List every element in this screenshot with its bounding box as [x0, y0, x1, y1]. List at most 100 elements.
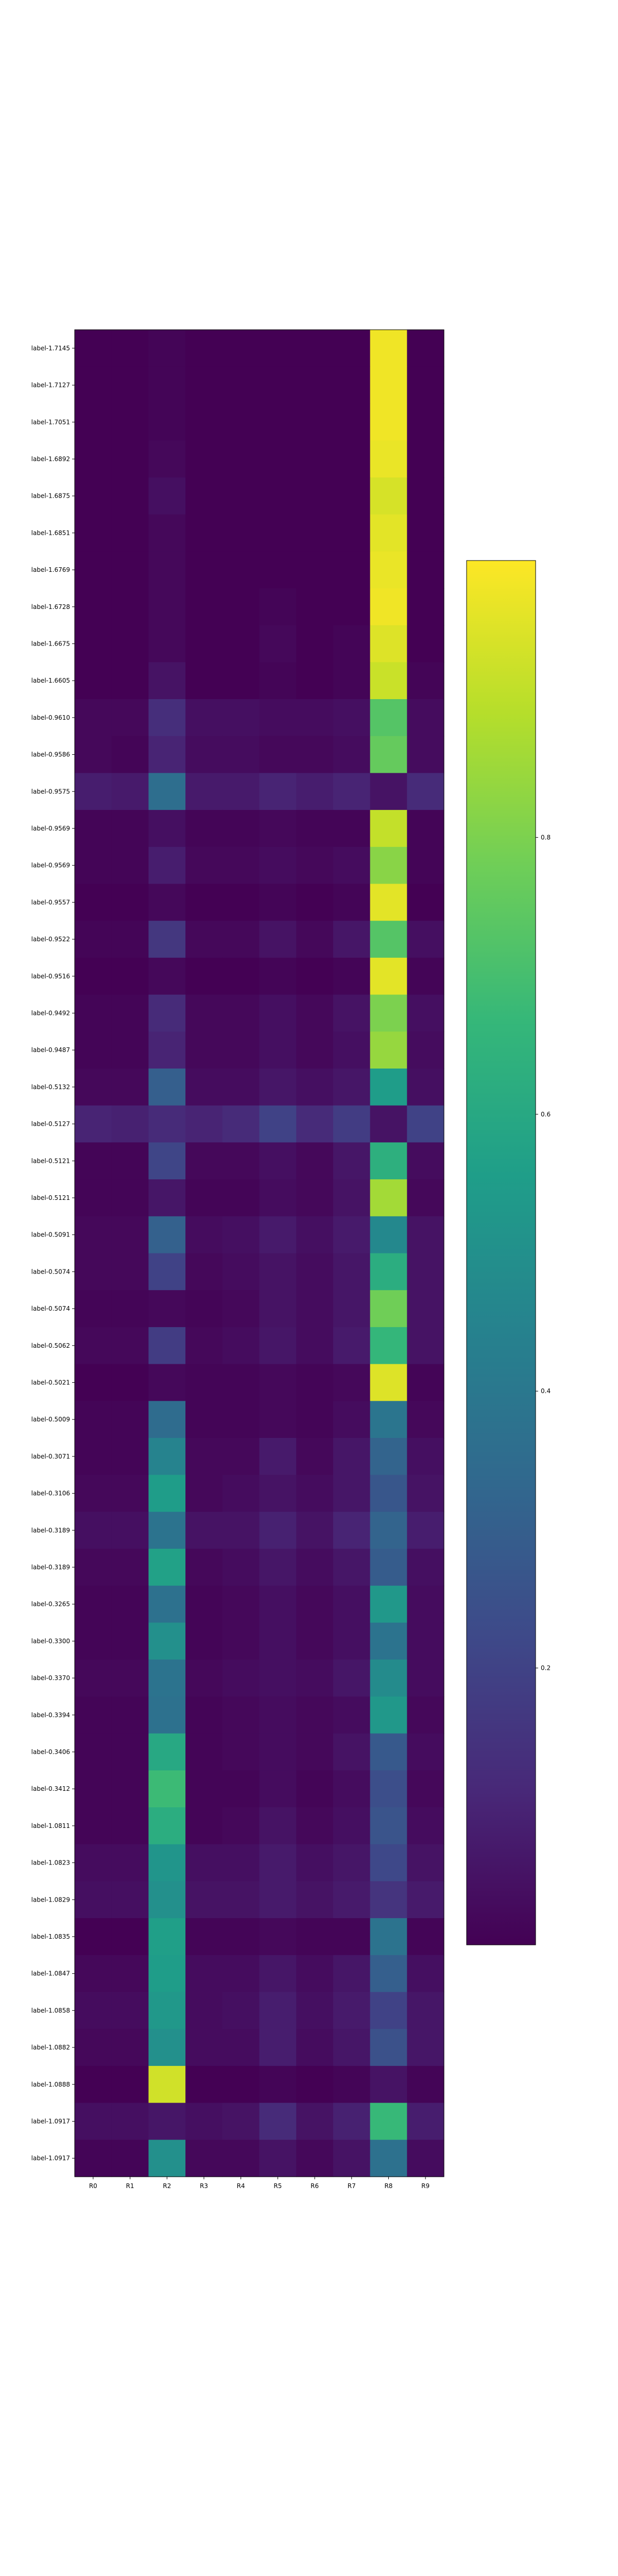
- row-label: label-0.3370: [31, 1674, 70, 1682]
- heatmap-cell: [407, 2029, 444, 2066]
- heatmap-cell: [75, 1179, 112, 1217]
- heatmap-cell: [75, 846, 112, 885]
- heatmap-cell: [370, 1179, 407, 1217]
- heatmap-cell: [111, 1881, 149, 1919]
- row-label: label-1.6605: [31, 677, 70, 684]
- heatmap-cell: [370, 662, 407, 700]
- heatmap-cell: [259, 1696, 297, 1734]
- heatmap-cell: [148, 1918, 186, 1956]
- heatmap-cell: [111, 1807, 149, 1845]
- heatmap-cell: [407, 1622, 444, 1660]
- heatmap-cell: [333, 588, 371, 626]
- heatmap-cell: [259, 921, 297, 958]
- heatmap-cell: [75, 1105, 112, 1143]
- heatmap-cell: [185, 1770, 223, 1808]
- heatmap-cell: [259, 994, 297, 1032]
- heatmap-cell: [111, 1659, 149, 1697]
- heatmap-cell: [148, 773, 186, 810]
- heatmap-cell: [222, 662, 260, 700]
- heatmap-cell: [222, 957, 260, 995]
- heatmap-cell: [185, 330, 223, 367]
- heatmap-cell: [148, 1512, 186, 1549]
- row-label: label-1.7127: [31, 382, 70, 389]
- heatmap-cell: [148, 1290, 186, 1328]
- heatmap-cell: [370, 440, 407, 478]
- heatmap-cell: [75, 2103, 112, 2140]
- row-label: label-1.6851: [31, 529, 70, 536]
- heatmap-cell: [222, 1881, 260, 1919]
- heatmap-cell: [407, 1142, 444, 1180]
- heatmap-cell: [111, 921, 149, 958]
- heatmap-cell: [296, 1807, 334, 1845]
- heatmap-cell: [259, 1179, 297, 1217]
- heatmap-cell: [75, 440, 112, 478]
- heatmap-cell: [370, 699, 407, 737]
- heatmap-cell: [333, 1918, 371, 1956]
- heatmap-cell: [185, 1290, 223, 1328]
- heatmap-cell: [370, 1475, 407, 1512]
- heatmap-cell: [148, 1179, 186, 1217]
- heatmap-cell: [111, 1031, 149, 1069]
- heatmap-cell: [259, 1253, 297, 1291]
- heatmap-cell: [111, 1585, 149, 1623]
- heatmap-cell: [222, 921, 260, 958]
- heatmap-cell: [370, 1438, 407, 1476]
- heatmap-cell: [296, 1253, 334, 1291]
- heatmap-cell: [75, 736, 112, 773]
- row-label: label-0.3406: [31, 1748, 70, 1755]
- heatmap-cell: [259, 1069, 297, 1106]
- heatmap-cell: [370, 588, 407, 626]
- heatmap-cell: [407, 625, 444, 663]
- row-label: label-1.0811: [31, 1822, 70, 1829]
- row-label: label-0.3300: [31, 1637, 70, 1645]
- heatmap-cell: [296, 2140, 334, 2177]
- heatmap-cell: [185, 2065, 223, 2104]
- heatmap-cell: [296, 1622, 334, 1660]
- heatmap-cell: [259, 957, 297, 995]
- row-label: label-0.9569: [31, 862, 70, 869]
- heatmap-cell: [185, 994, 223, 1032]
- heatmap-cell: [185, 477, 223, 515]
- heatmap-cell: [370, 2140, 407, 2177]
- row-label: label-0.3394: [31, 1711, 70, 1719]
- heatmap-cell: [333, 2140, 371, 2177]
- heatmap-cell: [111, 403, 149, 441]
- colorbar-tick-label: 0.8: [541, 834, 551, 841]
- heatmap-cell: [148, 1069, 186, 1106]
- heatmap-cell: [111, 625, 149, 663]
- heatmap-cell: [75, 1770, 112, 1808]
- heatmap-cell: [75, 366, 112, 404]
- heatmap-cell: [111, 994, 149, 1032]
- heatmap-cell: [148, 1549, 186, 1586]
- heatmap-cell: [259, 477, 297, 515]
- heatmap-cell: [259, 1770, 297, 1808]
- heatmap-cell: [111, 1696, 149, 1734]
- heatmap-cell: [259, 773, 297, 810]
- heatmap-cell: [222, 1992, 260, 2029]
- heatmap-cell: [185, 2140, 223, 2177]
- column-label: R7: [348, 2182, 356, 2190]
- heatmap-cell: [111, 773, 149, 810]
- heatmap-cell: [333, 1438, 371, 1476]
- heatmap-cell: [185, 1438, 223, 1476]
- heatmap-cell: [370, 1992, 407, 2029]
- heatmap-cell: [259, 1992, 297, 2029]
- heatmap-cell: [185, 773, 223, 810]
- heatmap-cell: [75, 1512, 112, 1549]
- heatmap-cell: [111, 1142, 149, 1180]
- row-label: label-1.7145: [31, 345, 70, 352]
- heatmap-cell: [185, 1069, 223, 1106]
- heatmap-cell: [407, 773, 444, 810]
- heatmap-cell: [333, 330, 371, 367]
- heatmap-cell: [370, 1807, 407, 1845]
- heatmap-cell: [407, 1918, 444, 1956]
- heatmap-cell: [370, 1031, 407, 1069]
- heatmap-cell: [75, 662, 112, 700]
- heatmap-cell: [222, 1659, 260, 1697]
- heatmap-cell: [148, 921, 186, 958]
- heatmap-cell: [333, 1770, 371, 1808]
- row-label: label-0.3189: [31, 1527, 70, 1534]
- heatmap-cell: [296, 1585, 334, 1623]
- colorbar-tick-label: 0.6: [541, 1111, 551, 1118]
